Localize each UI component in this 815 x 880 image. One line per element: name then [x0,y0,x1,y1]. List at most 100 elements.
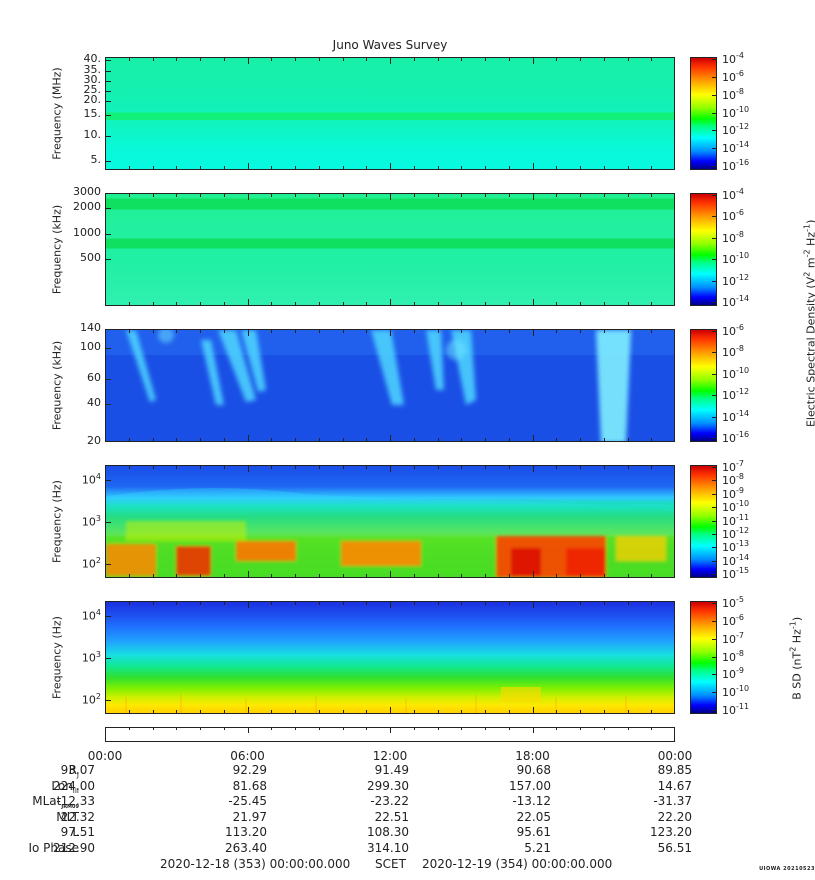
colorbar-4-tick [712,493,717,495]
ephemeris-value: 89.85 [657,763,692,777]
panel-5-xtick [152,601,154,605]
colorbar-2-tick [712,237,717,239]
colorbar-2-label: 10-6 [722,208,744,224]
panel-5-ytick [105,615,111,617]
panel-3-ytick-label: 40 [87,395,101,409]
panel-1-xtick [627,166,629,170]
panel-5-xtick [603,601,605,605]
panel-5-xtick [342,601,344,605]
panel-1-xtick [223,166,225,170]
panel-1-ytick [105,60,111,62]
colorbar-4-label: 10-8 [722,472,744,488]
panel-4-emissions [106,466,674,577]
panel-4-xtick [318,574,320,578]
panel-4-xtick [223,465,225,469]
panel-3-xtick [342,438,344,442]
panel-5-xtick [532,601,534,608]
colorbar-1-tick [712,166,717,167]
time-axis-tick [342,727,344,730]
panel-4-xtick [176,574,178,578]
panel-5-xtick [390,601,391,608]
panel-1-xtick [556,57,558,61]
spectrogram-panel-4 [105,465,675,578]
panel-3-xtick [223,329,225,333]
panel-5-xtick [485,710,486,714]
panel-5-xtick [437,601,439,605]
panel-4-xtick [580,574,581,578]
panel-3-xtick [651,438,653,442]
panel-5-xtick [437,710,439,714]
panel-4-xtick [651,574,653,578]
panel-5-xtick [461,601,463,605]
panel-4-ytick [105,564,111,566]
panel-3-xtick [295,438,296,442]
panel-1-xtick [532,57,534,64]
panel-3-xtick [437,329,439,333]
panel-1-ytick-label: 10. [83,128,102,142]
panel-2-xtick [437,193,439,197]
panel-3-xtick [223,438,225,442]
panel-2-xtick [556,302,558,306]
panel-3-xtick [603,329,605,333]
time-axis-tick [128,727,130,730]
b-sd-label: B SD (nT2 Hz-1) [788,616,804,700]
panel-4-xtick [651,465,653,469]
colorbar-2-tick [712,259,717,261]
colorbar-3-label: 10-8 [722,344,744,360]
panel-1-xtick [342,166,344,170]
panel-4-xtick [342,465,344,469]
panel-5-xtick [271,601,273,605]
panel-3-xtick [128,438,130,442]
panel-3-xtick [366,329,368,333]
panel-1-xtick [200,166,201,170]
panel-4-xtick [508,574,510,578]
ephemeris-value: 5.21 [524,840,551,855]
panel-1-xtick [627,57,629,61]
panel-2-xtick [580,302,581,306]
time-axis-label: 12:00 [372,749,408,763]
panel-1-ytick [105,160,111,162]
panel-2-xtick [461,302,463,306]
panel-2-xtick [247,299,249,306]
ephemeris-row: L 97.51 113.20 108.30 95.61 123.20 [0,825,815,840]
panel-1-xtick [603,166,605,170]
time-axis-tick [532,727,534,733]
colorbar-3-tick [712,438,717,439]
colorbar-5-label: 10-5 [722,595,744,610]
panel-2-xtick [128,302,130,306]
panel-3-ytick-label: 140 [80,321,101,334]
panel-3-xtick [532,435,534,442]
panel-3-xtick [461,329,463,333]
panel-5-ytick-label: 104 [81,607,101,623]
time-axis-tick [176,727,178,730]
panel-3-ytick-label: 60 [87,370,101,384]
panel-1-xtick [508,166,510,170]
panel-2-xtick [461,193,463,197]
ephemeris-value: 93.07 [60,763,95,777]
ephemeris-value: -12.33 [56,794,95,808]
colorbar-1 [690,57,717,170]
colorbar-3-label: 10-14 [722,408,750,424]
panel-5-xtick [200,601,201,605]
panel-4-ytick-label: 104 [81,471,101,487]
colorbar-4-label: 10-12 [722,525,750,541]
panel-1-xtick [342,57,344,61]
panel-1-ytick [105,136,111,138]
time-axis-tick [390,727,391,733]
colorbar-1-label: 10-16 [722,158,750,173]
ephemeris-value: 22.05 [516,809,551,824]
colorbar-2-label: 10-12 [722,272,750,288]
panel-1-ytick-label: 30. [83,72,102,86]
ephemeris-value: 90.68 [516,763,551,777]
panel-1-xtick [437,166,439,170]
panel-3-xtick [152,329,154,333]
panel-2-ytick [105,258,111,260]
panel-5-xtick [223,601,225,605]
panel-2-xtick [413,302,415,306]
panel-3-xtick [318,438,320,442]
panel-2-xtick [318,302,320,306]
panel-1-xtick [152,166,154,170]
panel-1-ytick-label: 20. [83,93,102,107]
panel-5-xtick [271,710,273,714]
colorbar-3-label: 10-12 [722,387,750,403]
